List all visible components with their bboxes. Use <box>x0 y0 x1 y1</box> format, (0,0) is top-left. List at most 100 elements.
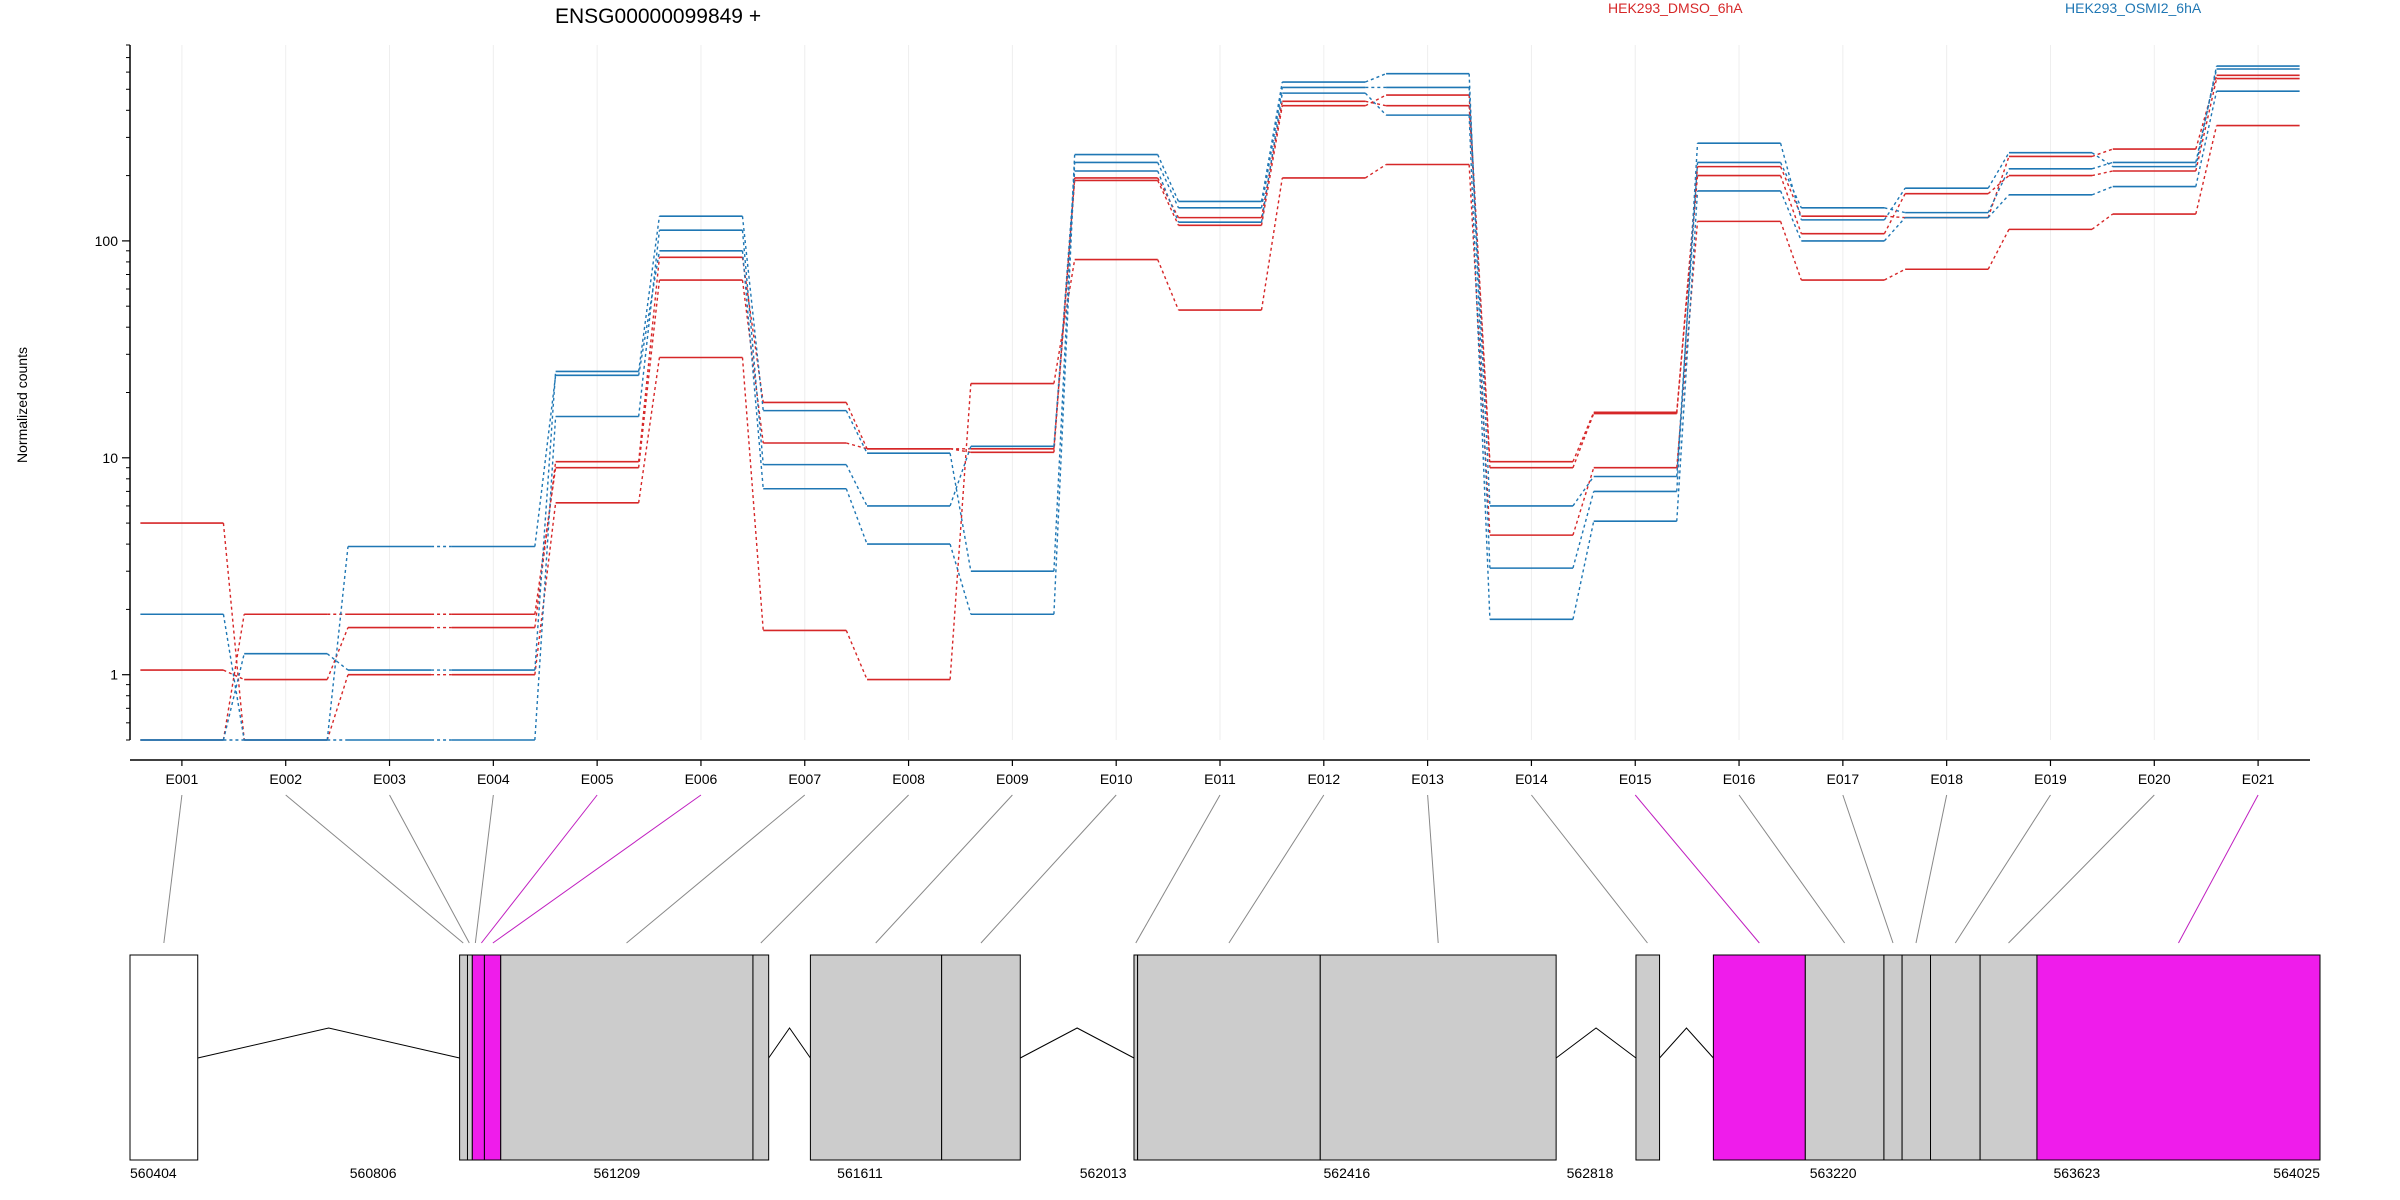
series-transition <box>1053 162 1076 615</box>
series-transition <box>1883 187 1906 221</box>
series-transition <box>222 523 245 741</box>
series-transition <box>741 230 764 465</box>
series-transition <box>741 250 764 489</box>
series-transition <box>1676 162 1699 477</box>
series-transition <box>741 279 764 444</box>
series-transition <box>949 453 972 572</box>
series-transition <box>637 357 661 503</box>
series-transition <box>1157 177 1180 218</box>
bin-connector <box>2178 794 2259 944</box>
bin-connector <box>1738 794 1846 944</box>
bin-connector <box>389 794 470 944</box>
x-tick-label: E002 <box>269 771 302 787</box>
x-tick-label: E015 <box>1619 771 1652 787</box>
x-tick-label: E007 <box>788 771 821 787</box>
series-transition <box>845 630 868 680</box>
x-tick-label: E019 <box>2034 771 2067 787</box>
series-transition <box>1987 156 2010 218</box>
series-transition <box>1365 94 1387 107</box>
grid-layer <box>181 45 2259 740</box>
exon-block <box>466 954 473 1161</box>
series-transition <box>222 653 245 741</box>
series-transition <box>1157 180 1180 226</box>
series-transition <box>741 357 764 631</box>
series-transition <box>637 257 661 462</box>
connector-layer <box>163 794 2259 944</box>
series-transition <box>534 416 557 741</box>
series-transition <box>637 230 661 417</box>
y-axis-label: Normalized counts <box>14 347 30 463</box>
exon-block <box>752 954 770 1161</box>
x-tick-label: E001 <box>166 771 199 787</box>
series-transition <box>2091 152 2114 168</box>
genomic-coordinate-label: 562416 <box>1324 1165 1371 1181</box>
series-transition <box>845 488 868 545</box>
series-transition <box>846 442 868 450</box>
series-transition <box>1987 152 2010 189</box>
series-transition <box>949 448 971 453</box>
bin-connector <box>1634 794 1760 944</box>
series-transition <box>637 250 661 376</box>
genomic-coordinate-label: 560806 <box>350 1165 397 1181</box>
exon-block <box>1979 954 2038 1161</box>
x-tick-label: E012 <box>1307 771 1340 787</box>
series-transition <box>2195 91 2218 187</box>
series-transition <box>1572 491 1595 569</box>
series-transition <box>1572 521 1595 620</box>
series-transition <box>949 383 972 680</box>
x-tick-label: E011 <box>1204 771 1236 787</box>
x-tick-label: E018 <box>1930 771 1963 787</box>
series-transition <box>1987 229 2010 270</box>
series-transition <box>1260 81 1283 202</box>
exon-block <box>1883 954 1903 1161</box>
axis-layer: 1 10 100 E001 E002 E003 E004 E005 E006 E007 E008 E0… <box>95 44 2310 787</box>
chart-title: ENSG00000099849 + <box>555 5 761 28</box>
x-tick-label: E005 <box>581 771 614 787</box>
series-transition <box>1468 87 1491 506</box>
series-transition <box>1260 105 1283 226</box>
exon-block <box>500 954 754 1161</box>
series-transition <box>845 464 868 507</box>
series-transition <box>637 216 661 372</box>
exon-block <box>483 954 502 1161</box>
series-transition <box>1987 168 2010 213</box>
series-transition <box>2091 148 2113 158</box>
series-transition <box>1779 143 1803 221</box>
intron-line <box>1020 1027 1135 1059</box>
x-tick-label: E006 <box>685 771 718 787</box>
genomic-coordinate-label: 561209 <box>594 1165 641 1181</box>
exon-block <box>1901 954 1932 1161</box>
series-transition <box>1884 215 1906 219</box>
x-tick-label: E014 <box>1515 771 1548 787</box>
series-transition <box>1987 175 2010 195</box>
exon-block <box>459 954 468 1161</box>
x-tick-label: E021 <box>2242 771 2275 787</box>
genomic-coordinate-label: 561611 <box>837 1165 883 1181</box>
series-transition <box>1157 162 1180 209</box>
legend-entry-dmso: HEK293_DMSO_6hA <box>1608 0 1743 16</box>
series-transition <box>1987 194 2010 219</box>
series-transition <box>1676 143 1699 492</box>
bin-connector <box>1228 794 1325 944</box>
series-transition <box>223 669 245 681</box>
intron-line <box>197 1027 460 1059</box>
series-transition <box>1157 259 1180 311</box>
bin-connector <box>285 794 464 944</box>
series-transition <box>949 446 972 507</box>
y-tick-label: 1 <box>110 667 118 683</box>
y-tick-label: 100 <box>95 233 119 249</box>
series-transition <box>2091 185 2114 196</box>
exon-block <box>1930 954 1981 1161</box>
series-transition <box>2195 65 2218 167</box>
series-transition <box>1676 221 1699 468</box>
bin-connector <box>626 794 806 944</box>
series-transition <box>1260 87 1283 208</box>
x-tick-label: E013 <box>1411 771 1444 787</box>
exon-block <box>129 954 199 1161</box>
x-tick-label: E017 <box>1827 771 1860 787</box>
gene-model: 560404 560806 561209 561611 562013 562416 5628… <box>129 954 2321 1181</box>
series-transition <box>1572 476 1595 507</box>
bin-connector <box>760 794 909 944</box>
series-transition <box>1572 412 1595 462</box>
